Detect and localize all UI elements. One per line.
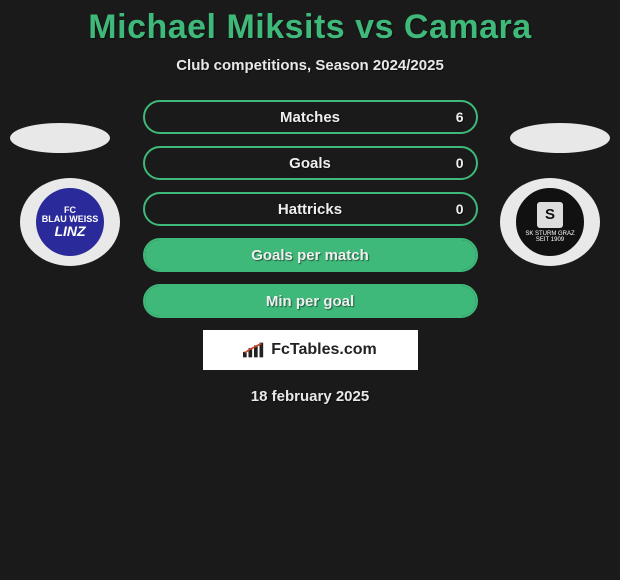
stat-label: Hattricks bbox=[278, 201, 342, 218]
club-badge-left: FC BLAU WEISS LINZ bbox=[20, 178, 120, 266]
stat-label: Min per goal bbox=[266, 293, 354, 310]
club-badge-right: S SK STURM GRAZ SEIT 1909 bbox=[500, 178, 600, 266]
club-badge-left-line3: LINZ bbox=[54, 224, 85, 238]
player-photo-right bbox=[510, 123, 610, 153]
stat-row-min-per-goal: Min per goal bbox=[143, 284, 478, 318]
player-photo-left bbox=[10, 123, 110, 153]
stat-right-value: 0 bbox=[456, 201, 464, 217]
stat-label: Matches bbox=[280, 109, 340, 126]
club-badge-right-letter: S bbox=[537, 202, 563, 228]
stat-row-matches: Matches 6 bbox=[143, 100, 478, 134]
stat-label: Goals per match bbox=[251, 247, 369, 264]
stat-right-value: 6 bbox=[456, 109, 464, 125]
branding-box: FcTables.com bbox=[203, 330, 418, 370]
stats-container: Matches 6 Goals 0 Hattricks 0 Goals per … bbox=[143, 100, 478, 318]
club-badge-right-line2: SEIT 1909 bbox=[536, 237, 564, 243]
page-title: Michael Miksits vs Camara bbox=[0, 0, 620, 47]
stat-label: Goals bbox=[289, 155, 331, 172]
club-badge-left-inner: FC BLAU WEISS LINZ bbox=[36, 188, 104, 256]
subtitle: Club competitions, Season 2024/2025 bbox=[0, 57, 620, 74]
chart-icon bbox=[243, 342, 265, 358]
date-text: 18 february 2025 bbox=[0, 388, 620, 405]
stat-row-goals: Goals 0 bbox=[143, 146, 478, 180]
club-badge-right-inner: S SK STURM GRAZ SEIT 1909 bbox=[516, 188, 584, 256]
stat-right-value: 0 bbox=[456, 155, 464, 171]
stat-row-hattricks: Hattricks 0 bbox=[143, 192, 478, 226]
branding-text: FcTables.com bbox=[271, 341, 377, 359]
stat-row-goals-per-match: Goals per match bbox=[143, 238, 478, 272]
